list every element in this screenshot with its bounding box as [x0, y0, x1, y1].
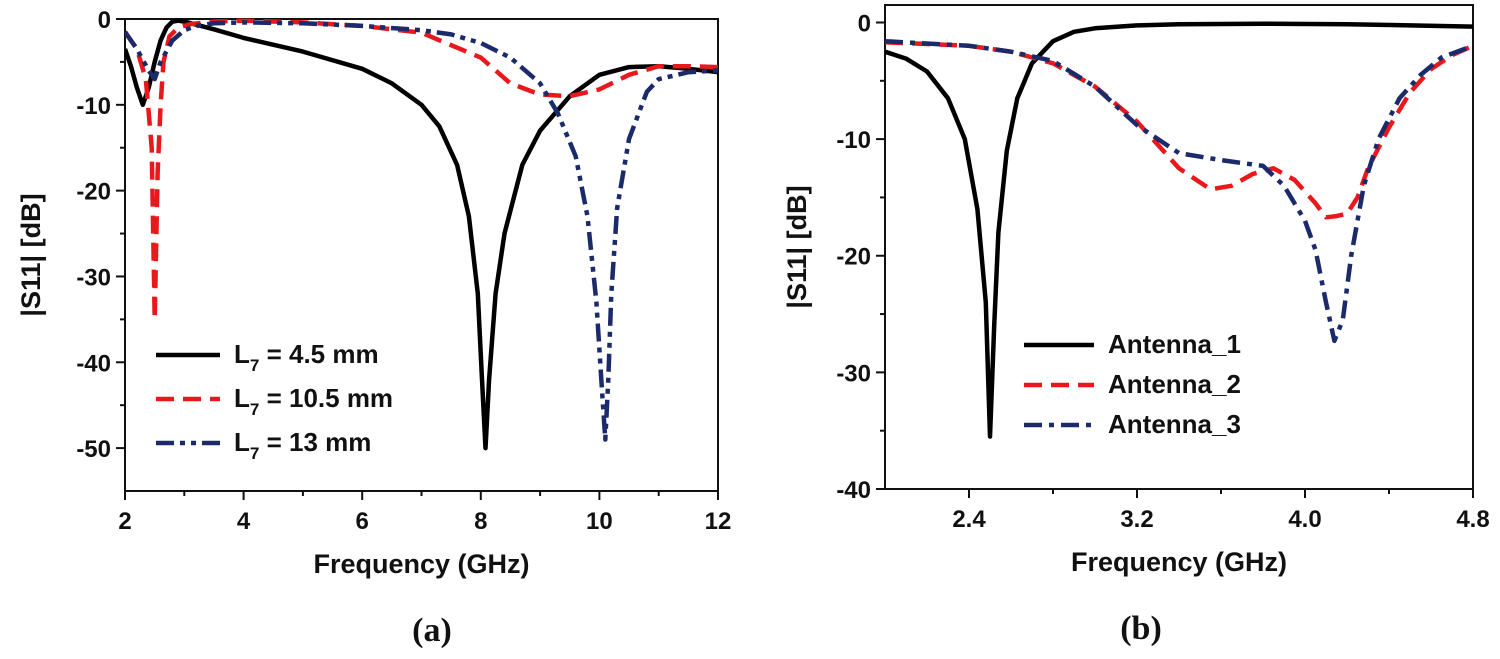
x-tick-label: 4.0 [1288, 506, 1321, 533]
legend-label-2: L7 = 10.5 mm [234, 383, 393, 419]
x-tick-label: 4.8 [1456, 506, 1489, 533]
series-line-3 [125, 20, 718, 442]
x-tick-label: 6 [356, 508, 369, 535]
legend-label-sub: 7 [250, 400, 259, 419]
series-line-1 [885, 21, 1473, 439]
y-tick-label: -30 [836, 360, 871, 387]
legend-label-main: Antenna_2 [1108, 369, 1241, 399]
y-tick-label: 0 [858, 10, 871, 37]
legend-label-main: Antenna_3 [1108, 409, 1241, 439]
legend-label-sub: 7 [250, 356, 259, 375]
x-tick-label: 3.2 [1120, 506, 1153, 533]
y-axis-title: |S11| [dB] [16, 193, 46, 316]
panel-label: (b) [1120, 610, 1162, 647]
plot-frame [124, 18, 719, 492]
y-axis-title: |S11| [dB] [782, 185, 812, 308]
x-tick-label: 2 [118, 508, 131, 535]
legend-label-sub: 7 [250, 444, 259, 463]
panel-label: (a) [412, 612, 452, 649]
series-line-3 [885, 38, 1473, 344]
plot-frame [884, 4, 1474, 490]
y-tick-label: -30 [76, 264, 111, 291]
y-tick-label: -40 [836, 477, 871, 504]
legend-label-1: L7 = 4.5 mm [234, 339, 379, 375]
x-tick-label: 12 [705, 508, 732, 535]
x-tick-label: 4 [237, 508, 251, 535]
y-tick-label: -20 [836, 244, 871, 271]
legend-label-3: Antenna_3 [1108, 409, 1241, 439]
x-tick-label: 2.4 [952, 506, 986, 533]
series-line-1 [125, 18, 718, 451]
legend-label-rest: = 10.5 mm [259, 383, 393, 413]
chart-a: 2 4 6 8 10 12 0 -10 -20 -30 -40 -50 Frequency (GHz) |… [16, 7, 731, 649]
y-tick-label: -10 [76, 93, 111, 120]
legend-label-rest: = 4.5 mm [259, 339, 378, 369]
x-axis-title: Frequency (GHz) [1071, 547, 1287, 577]
legend-label-main: L [234, 427, 250, 457]
legend-label-main: Antenna_1 [1108, 329, 1241, 359]
legend-label-main: L [234, 383, 250, 413]
x-axis-title: Frequency (GHz) [313, 549, 529, 579]
x-tick-label: 10 [586, 508, 613, 535]
chart-b: 2.4 3.2 4.0 4.8 0 -10 -20 -30 -40 Frequency (GHz)… [782, 4, 1490, 647]
legend-label-2: Antenna_2 [1108, 369, 1241, 399]
legend-label-1: Antenna_1 [1108, 329, 1241, 359]
x-tick-label: 8 [474, 508, 487, 535]
y-tick-label: -20 [76, 179, 111, 206]
y-tick-label: -50 [76, 436, 111, 463]
y-tick-label: 0 [98, 7, 111, 34]
y-tick-label: -10 [836, 127, 871, 154]
legend-label-3: L7 = 13 mm [234, 427, 371, 463]
y-tick-label: -40 [76, 350, 111, 377]
legend-label-rest: = 13 mm [259, 427, 371, 457]
legend-label-main: L [234, 339, 250, 369]
